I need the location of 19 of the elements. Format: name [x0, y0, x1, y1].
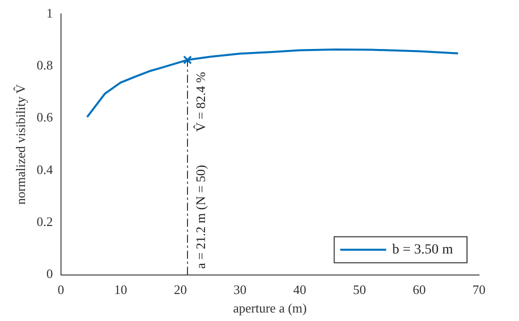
x-tick-label: 30 [234, 282, 247, 298]
x-tick-label: 20 [174, 282, 187, 298]
x-tick-label: 60 [412, 282, 426, 298]
y-tick-label: 0.4 [36, 162, 54, 177]
x-axis-title: aperture a (m) [233, 300, 307, 316]
y-tick-label: 0.2 [36, 214, 53, 230]
y-axis-title: normalized visibility V̂ [12, 84, 28, 205]
x-tick-label: 50 [353, 282, 366, 298]
y-tick-label: 0 [46, 266, 53, 282]
y-tick-label: 1 [46, 5, 53, 20]
x-tick-label: 10 [114, 282, 128, 298]
x-tick-label: 40 [293, 282, 306, 298]
x-tick-label: 0 [58, 282, 64, 298]
x-tick-label: 70 [472, 282, 486, 298]
annotation: V̂ = 82.4 % [192, 72, 208, 132]
y-tick-label: 0.6 [36, 110, 54, 125]
legend-label: b = 3.50 m [392, 242, 454, 258]
y-tick-label: 0.8 [36, 58, 53, 73]
ref-line-label: a = 21.2 m (N = 50) [192, 164, 208, 269]
